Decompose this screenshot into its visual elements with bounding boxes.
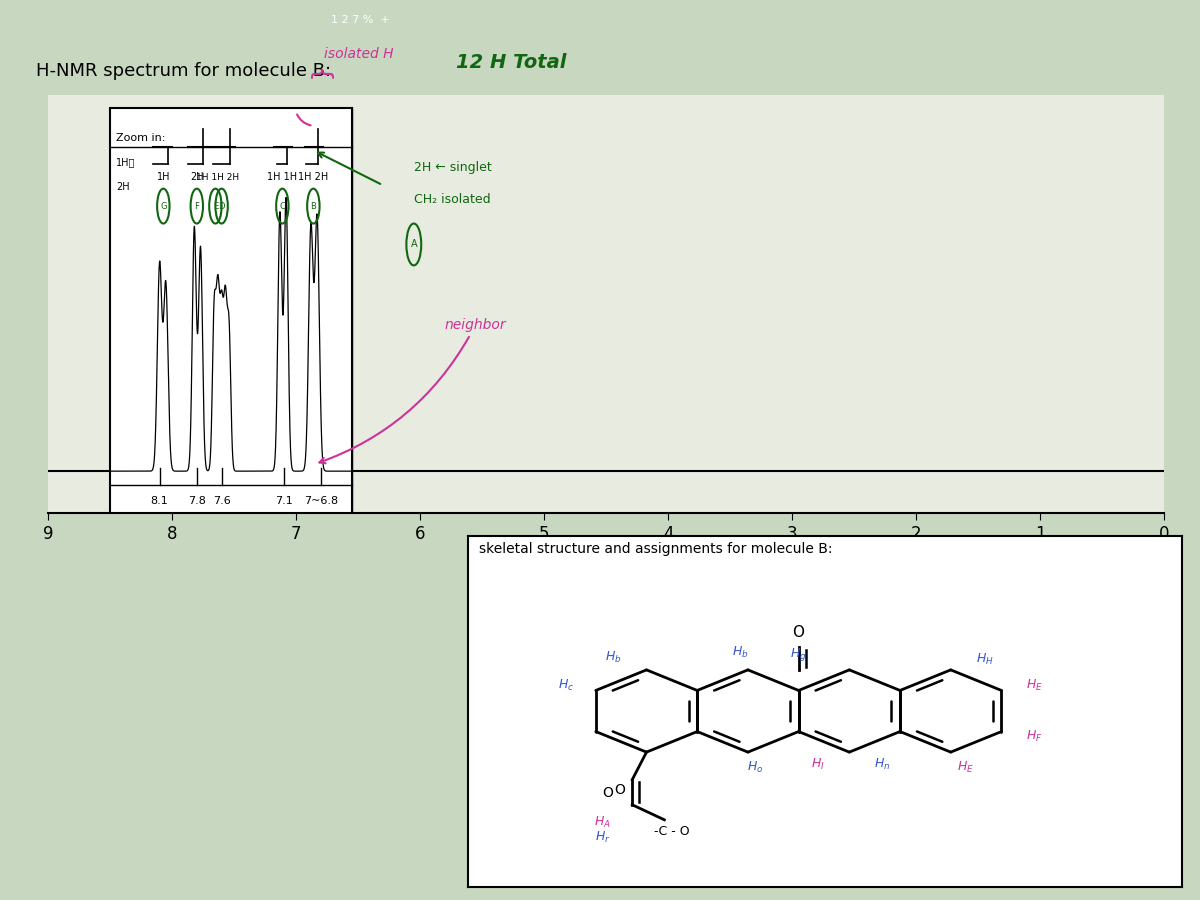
Text: O: O — [614, 783, 625, 797]
Text: C: C — [280, 202, 286, 211]
Text: $H_b$: $H_b$ — [605, 650, 622, 665]
Text: -C - O: -C - O — [654, 824, 689, 838]
Text: 7~6.8: 7~6.8 — [304, 496, 338, 506]
Text: $H_A$: $H_A$ — [594, 814, 611, 830]
Text: 1H 2H: 1H 2H — [299, 172, 329, 182]
Text: O: O — [793, 625, 805, 640]
Text: 1H: 1H — [156, 172, 170, 182]
Text: G: G — [160, 202, 167, 211]
Text: D: D — [218, 202, 224, 211]
Text: 2H: 2H — [190, 172, 204, 182]
Text: $H_c$: $H_c$ — [558, 678, 575, 693]
Text: 1 2 7 %  +: 1 2 7 % + — [331, 15, 389, 25]
Text: $H_g$: $H_g$ — [791, 646, 806, 663]
Text: $H_o$: $H_o$ — [746, 760, 763, 775]
Text: $H_E$: $H_E$ — [1026, 678, 1043, 693]
Text: $H_H$: $H_H$ — [976, 652, 994, 668]
Text: E: E — [212, 202, 218, 211]
Text: $H_F$: $H_F$ — [1026, 729, 1043, 744]
Text: 1Hⓘ: 1Hⓘ — [116, 158, 136, 167]
Text: $H_I$: $H_I$ — [810, 757, 824, 772]
X-axis label: PPM: PPM — [475, 572, 514, 590]
Text: $H_E$: $H_E$ — [956, 760, 973, 775]
Text: 7.8: 7.8 — [188, 496, 205, 506]
Text: $H_r$: $H_r$ — [595, 830, 611, 845]
Text: $H_b$: $H_b$ — [732, 644, 749, 660]
Text: neighbor: neighbor — [319, 318, 506, 464]
Text: O: O — [601, 787, 613, 800]
Text: 12 H Total: 12 H Total — [456, 52, 566, 71]
Text: F: F — [194, 202, 199, 211]
Bar — [110, 109, 352, 513]
Text: 2H: 2H — [116, 182, 130, 192]
Text: A: A — [410, 239, 418, 249]
Text: {: { — [306, 68, 330, 84]
Text: 8.1: 8.1 — [151, 496, 168, 506]
Text: 7.6: 7.6 — [212, 496, 230, 506]
Text: skeletal structure and assignments for molecule B:: skeletal structure and assignments for m… — [479, 542, 833, 556]
Text: $H_n$: $H_n$ — [875, 757, 890, 772]
Text: CH₂ isolated: CH₂ isolated — [414, 193, 491, 205]
Text: 7.1: 7.1 — [275, 496, 293, 506]
Text: 1H 1H: 1H 1H — [268, 172, 298, 182]
Text: 2H ← singlet: 2H ← singlet — [414, 161, 492, 175]
Text: isolated H: isolated H — [324, 48, 394, 61]
Text: B: B — [311, 202, 317, 211]
Text: Zoom in:: Zoom in: — [116, 133, 166, 143]
Text: 1H 1H 2H: 1H 1H 2H — [197, 173, 240, 182]
Text: H-NMR spectrum for molecule B:: H-NMR spectrum for molecule B: — [36, 62, 331, 80]
